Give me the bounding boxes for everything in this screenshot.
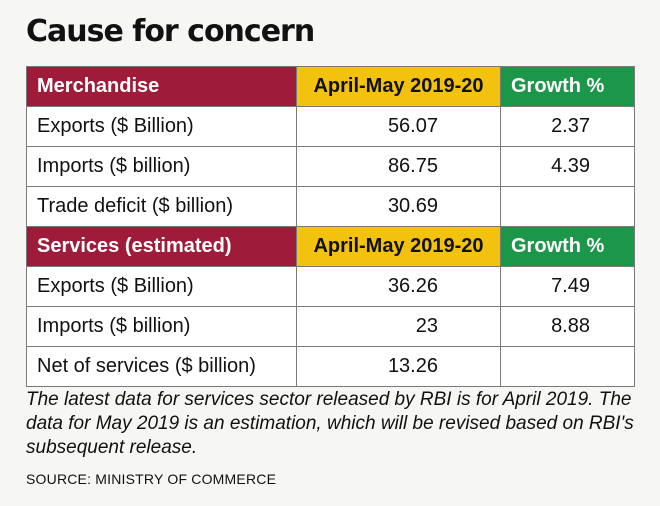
row-value: 36.26 bbox=[296, 266, 501, 307]
merchandise-header-row: Merchandise April-May 2019-20 Growth % bbox=[26, 66, 635, 107]
services-header-row: Services (estimated) April-May 2019-20 G… bbox=[26, 226, 635, 267]
table-row: Imports ($ billion) 23 8.88 bbox=[26, 306, 635, 347]
row-label: Exports ($ Billion) bbox=[26, 266, 297, 307]
services-table: Services (estimated) April-May 2019-20 G… bbox=[26, 226, 635, 387]
merchandise-growth-header: Growth % bbox=[500, 66, 635, 107]
row-growth: 7.49 bbox=[500, 266, 635, 307]
row-value: 23 bbox=[296, 306, 501, 347]
row-value: 56.07 bbox=[296, 106, 501, 147]
row-growth: 8.88 bbox=[500, 306, 635, 347]
row-label: Exports ($ Billion) bbox=[26, 106, 297, 147]
footnote: The latest data for services sector rele… bbox=[26, 389, 634, 458]
row-growth bbox=[500, 186, 635, 227]
merchandise-period-header: April-May 2019-20 bbox=[296, 66, 501, 107]
services-section-header: Services (estimated) bbox=[26, 226, 297, 267]
table-row: Imports ($ billion) 86.75 4.39 bbox=[26, 146, 635, 187]
row-label: Imports ($ billion) bbox=[26, 306, 297, 347]
table-row: Trade deficit ($ billion) 30.69 bbox=[26, 186, 635, 227]
table-row: Net of services ($ billion) 13.26 bbox=[26, 346, 635, 387]
row-value: 30.69 bbox=[296, 186, 501, 227]
table-row: Exports ($ Billion) 36.26 7.49 bbox=[26, 266, 635, 307]
row-label: Net of services ($ billion) bbox=[26, 346, 297, 387]
row-label: Imports ($ billion) bbox=[26, 146, 297, 187]
source-credit: SOURCE: MINISTRY OF COMMERCE bbox=[26, 471, 277, 487]
row-label: Trade deficit ($ billion) bbox=[26, 186, 297, 227]
table-row: Exports ($ Billion) 56.07 2.37 bbox=[26, 106, 635, 147]
infographic-title: Cause for concern bbox=[26, 14, 315, 49]
row-value: 86.75 bbox=[296, 146, 501, 187]
merchandise-table: Merchandise April-May 2019-20 Growth % E… bbox=[26, 66, 635, 227]
row-growth: 2.37 bbox=[500, 106, 635, 147]
row-value: 13.26 bbox=[296, 346, 501, 387]
merchandise-section-header: Merchandise bbox=[26, 66, 297, 107]
services-period-header: April-May 2019-20 bbox=[296, 226, 501, 267]
services-growth-header: Growth % bbox=[500, 226, 635, 267]
row-growth bbox=[500, 346, 635, 387]
row-growth: 4.39 bbox=[500, 146, 635, 187]
